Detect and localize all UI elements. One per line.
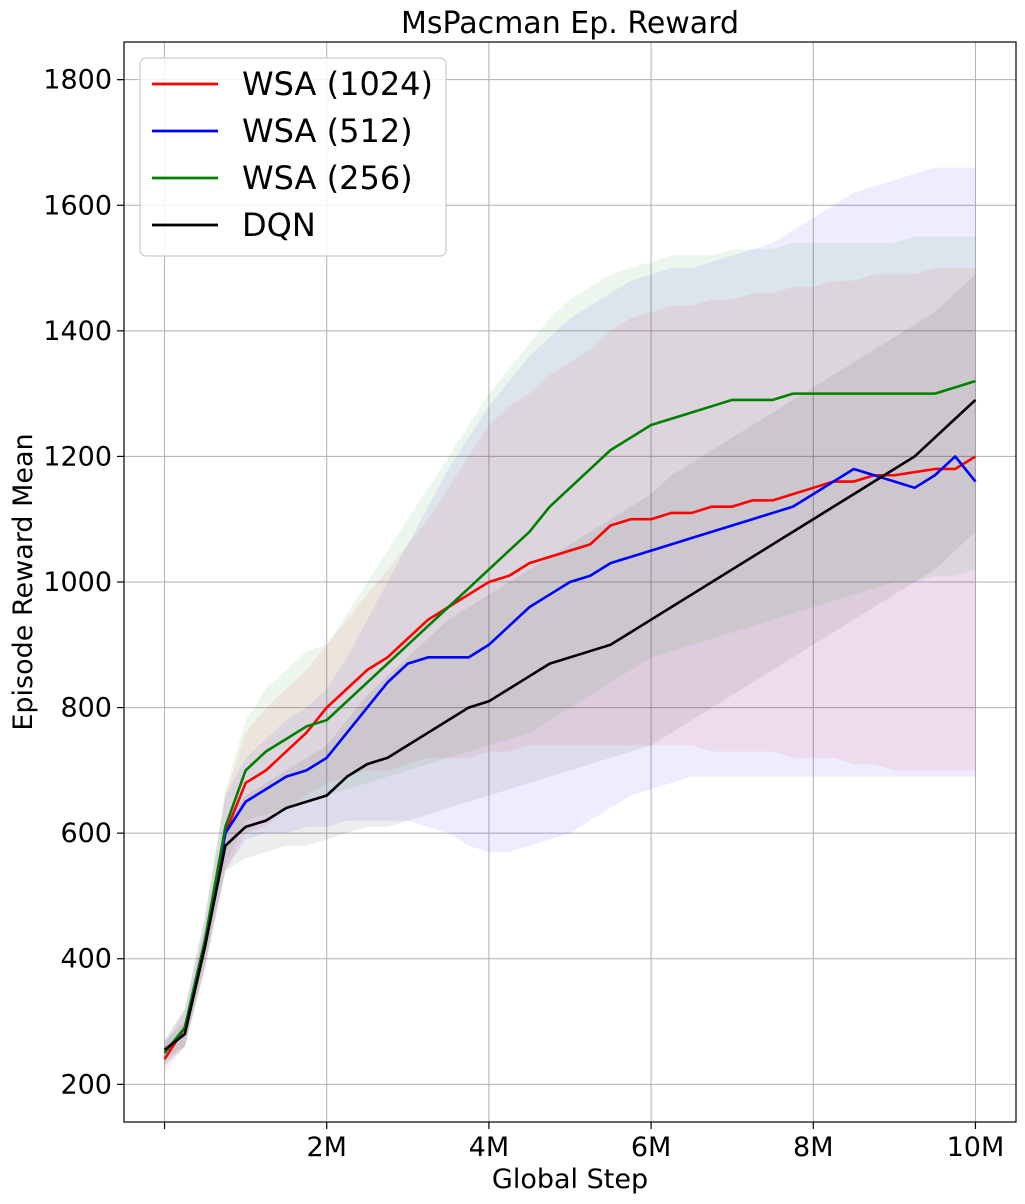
y-tick-label: 1000 bbox=[43, 567, 112, 598]
line-series-3 bbox=[163, 379, 976, 1054]
confidence-bands bbox=[164, 167, 976, 1072]
band-series-2 bbox=[164, 167, 976, 1066]
y-axis: 200 400 600 800 1000 1200 1400 1600 1800 bbox=[43, 65, 124, 1100]
x-axis-label: Global Step bbox=[492, 1164, 648, 1195]
x-tick-label: 2M bbox=[306, 1132, 346, 1163]
series-lines bbox=[163, 379, 977, 1060]
legend-label: WSA (1024) bbox=[242, 65, 433, 103]
legend-label: WSA (512) bbox=[242, 112, 413, 150]
y-tick-label: 800 bbox=[60, 693, 112, 724]
grid bbox=[124, 42, 1016, 1122]
band-series-3 bbox=[164, 236, 976, 1066]
x-tick-label: 8M bbox=[793, 1132, 833, 1163]
y-tick-label: 1800 bbox=[43, 65, 112, 96]
chart-title: MsPacman Ep. Reward bbox=[401, 6, 739, 41]
y-tick-label: 1400 bbox=[43, 316, 112, 347]
y-axis-label: Episode Reward Mean bbox=[8, 433, 39, 730]
legend-label: DQN bbox=[242, 206, 316, 244]
y-tick-label: 1600 bbox=[43, 190, 112, 221]
x-tick-label: 4M bbox=[469, 1132, 509, 1163]
x-axis: 2M 4M 6M 8M 10M bbox=[163, 1122, 1005, 1163]
x-tick-label: 10M bbox=[947, 1132, 1005, 1163]
line-series-2 bbox=[163, 455, 977, 1054]
band-series-1 bbox=[164, 268, 976, 1072]
legend: WSA (1024) WSA (512) WSA (256) DQN bbox=[139, 57, 447, 257]
band-series-4 bbox=[164, 274, 976, 1060]
legend-box bbox=[139, 57, 447, 257]
line-series-4 bbox=[163, 398, 977, 1051]
legend-label: WSA (256) bbox=[242, 159, 413, 197]
y-tick-label: 400 bbox=[60, 944, 112, 975]
x-tick-label: 6M bbox=[631, 1132, 671, 1163]
line-series-1 bbox=[163, 455, 977, 1060]
y-tick-label: 200 bbox=[60, 1069, 112, 1100]
y-tick-label: 600 bbox=[60, 818, 112, 849]
y-tick-label: 1200 bbox=[43, 441, 112, 472]
